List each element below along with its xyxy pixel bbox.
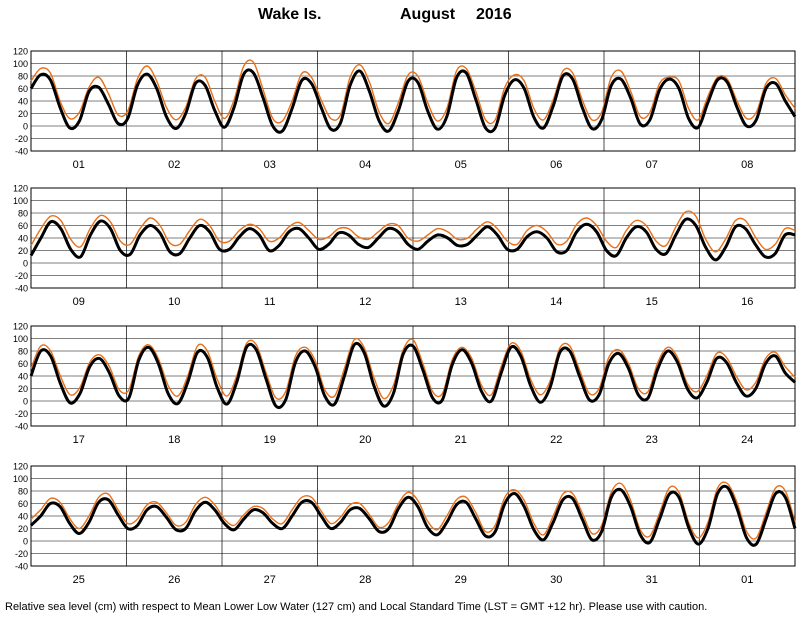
series-line-predicted [30,337,796,400]
day-label: 29 [455,574,467,586]
series-line-observed [29,217,796,262]
day-label: 26 [168,574,180,586]
day-label: 08 [741,159,753,171]
title-year: 2016 [476,6,512,23]
day-label: 03 [264,159,276,171]
y-tick-label: -40 [15,422,28,432]
chart-title: Wake Is. August 2016 [0,4,800,28]
title-month: August [400,6,456,23]
y-tick-label: -40 [15,284,28,294]
series-line-observed [29,68,797,134]
day-label: 09 [73,296,85,308]
y-tick-label: 80 [18,72,28,82]
y-tick-label: 20 [18,109,28,119]
day-label: 05 [455,159,467,171]
day-label: 11 [264,296,275,308]
y-tick-label: 40 [18,372,28,382]
day-label: 15 [646,296,658,308]
y-tick-label: -20 [15,134,28,144]
y-tick-label: 40 [18,512,28,522]
y-tick-label: 100 [13,474,28,484]
day-label: 12 [359,296,371,308]
day-label: 20 [359,434,371,446]
day-label: 02 [168,159,180,171]
series-line-predicted [30,210,796,253]
day-label: 01 [73,159,85,171]
day-label: 16 [741,296,753,308]
day-label: 25 [73,574,85,586]
series-line-predicted [30,59,796,125]
y-tick-label: -20 [15,409,28,419]
y-tick-label: 120 [13,47,28,57]
day-label: 23 [646,434,658,446]
y-tick-label: 20 [18,246,28,256]
y-tick-label: 40 [18,234,28,244]
day-label: 06 [550,159,562,171]
series-line-observed [29,484,797,547]
day-label: 10 [168,296,180,308]
y-tick-label: 120 [13,462,28,472]
day-label: 19 [264,434,276,446]
y-tick-label: 0 [23,537,28,547]
day-label: 30 [550,574,562,586]
day-label: 04 [359,159,371,171]
y-tick-label: -20 [15,549,28,559]
y-tick-label: 0 [23,122,28,132]
plot-frame [30,50,796,152]
y-tick-label: 60 [18,221,28,231]
y-tick-label: 120 [13,322,28,332]
y-tick-label: 100 [13,334,28,344]
plot-frame [30,187,796,289]
y-tick-label: 40 [18,97,28,107]
y-tick-label: 20 [18,384,28,394]
y-tick-label: -20 [15,271,28,281]
day-label: 28 [359,574,371,586]
day-label: 14 [550,296,562,308]
plot-frame [30,465,796,567]
y-tick-label: -40 [15,562,28,572]
day-label: 27 [264,574,276,586]
y-tick-label: 80 [18,487,28,497]
y-tick-label: 100 [13,59,28,69]
title-location: Wake Is. [258,6,322,23]
day-label: 17 [73,434,85,446]
day-label: 07 [646,159,658,171]
y-tick-label: 60 [18,84,28,94]
y-tick-label: 80 [18,347,28,357]
plot-frame [30,325,796,427]
day-label: 31 [646,574,658,586]
y-tick-label: 20 [18,524,28,534]
day-label: 13 [455,296,467,308]
day-label: 24 [741,434,753,446]
y-tick-label: 100 [13,196,28,206]
y-tick-label: -40 [15,147,28,157]
y-tick-label: 0 [23,259,28,269]
day-label: 22 [550,434,562,446]
series-line-observed [29,341,797,409]
y-tick-label: 0 [23,397,28,407]
day-label: 21 [455,434,467,446]
y-tick-label: 60 [18,359,28,369]
y-tick-label: 80 [18,209,28,219]
day-label: 18 [168,434,180,446]
day-label: 01 [741,574,753,586]
y-tick-label: 60 [18,499,28,509]
footer-note: Relative sea level (cm) with respect to … [5,601,708,613]
series-line-predicted [30,481,796,540]
y-tick-label: 120 [13,184,28,194]
